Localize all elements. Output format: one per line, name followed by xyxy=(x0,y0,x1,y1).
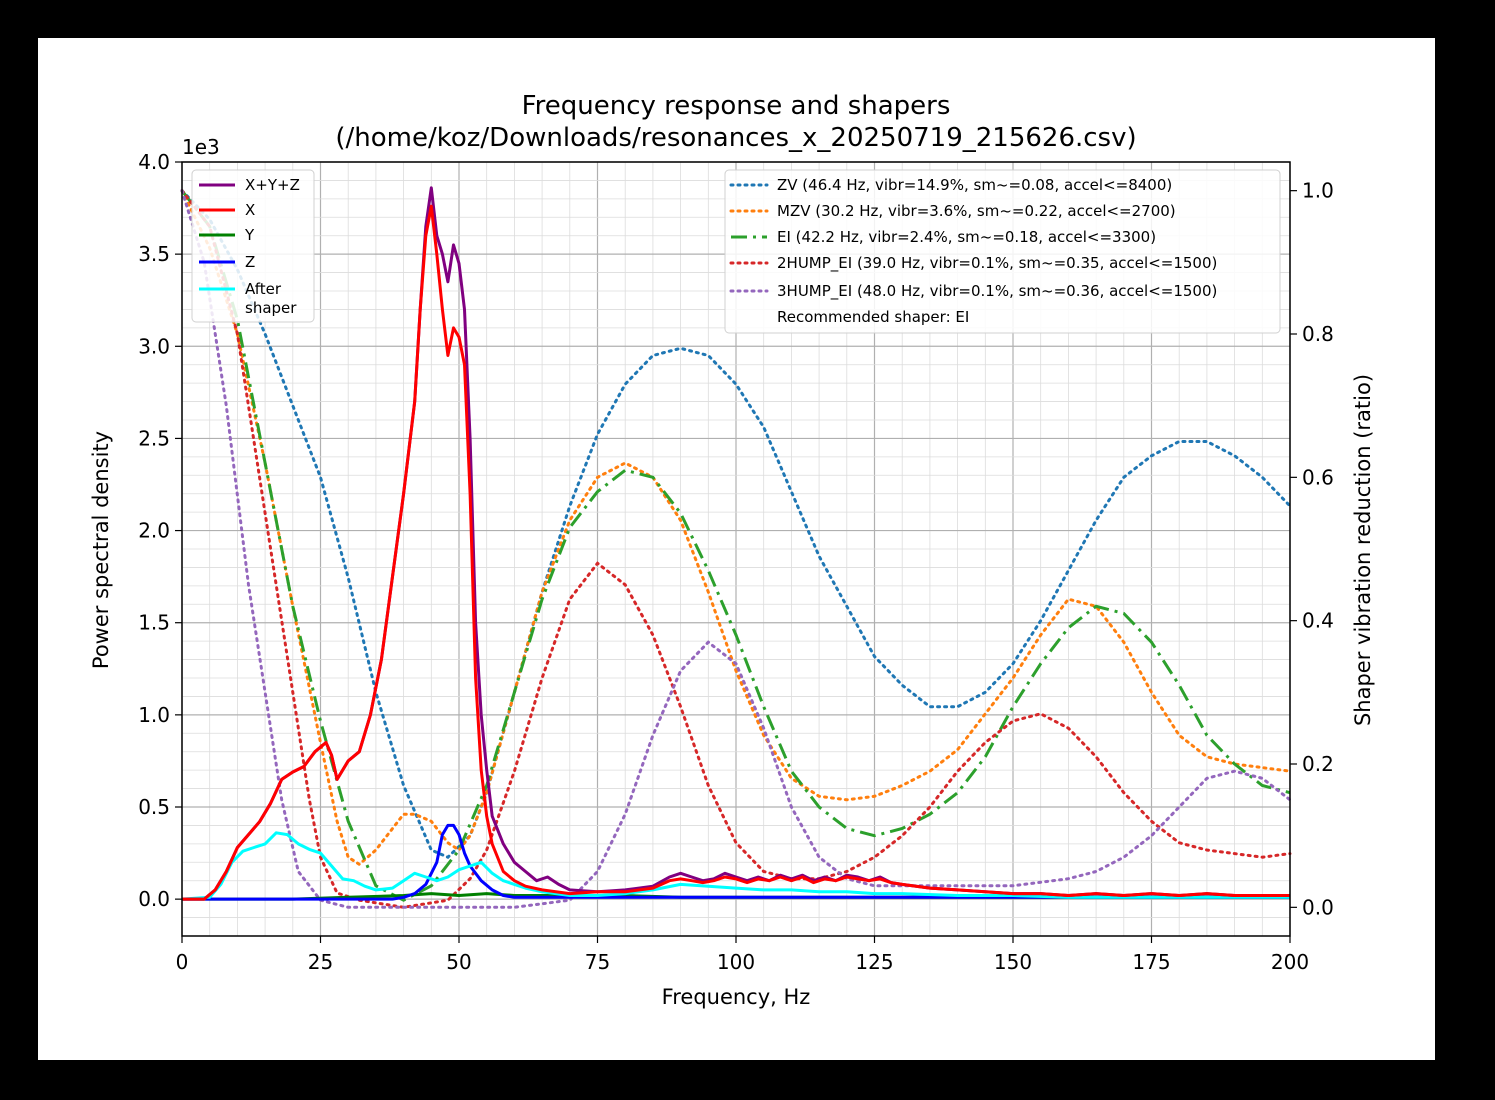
x-tick-label: 0 xyxy=(176,950,189,974)
legend-shaper-label: EI (42.2 Hz, vibr=2.4%, sm~=0.18, accel<… xyxy=(777,228,1156,246)
y-right-tick-label: 0.4 xyxy=(1302,609,1334,633)
legend-psd-label: X+Y+Z xyxy=(245,176,300,194)
x-axis-label: Frequency, Hz xyxy=(662,985,811,1009)
legend-psd-label: After shaper xyxy=(245,280,297,317)
shaper-curve-3 xyxy=(180,189,1292,909)
legend-psd-label-line: Y xyxy=(244,226,255,244)
y-left-tick-label: 2.0 xyxy=(138,519,170,543)
x-tick-label: 25 xyxy=(308,950,333,974)
y-left-tick-label: 4.0 xyxy=(138,150,170,174)
recommended-shaper-text: Recommended shaper: EI xyxy=(777,308,969,326)
y-right-tick-label: 1.0 xyxy=(1302,179,1334,203)
legend-psd-label: Z xyxy=(245,253,255,271)
legend-psd-box xyxy=(191,169,315,323)
legend-shaper-box xyxy=(724,169,1281,334)
y-right-tick-label: 0.8 xyxy=(1302,322,1334,346)
psd-curve-1 xyxy=(182,204,1290,901)
legend-psd-label-line: After xyxy=(245,280,282,298)
y-right-axis-label: Shaper vibration reduction (ratio) xyxy=(1351,374,1375,726)
tick-labels: 0 25 50 75 100 125 150 175 200 0.0 0.5 1.0 1.5 2.0 2.5… xyxy=(138,150,1334,974)
legend-psd-label-line: X xyxy=(245,201,255,219)
x-tick-label: 125 xyxy=(855,950,893,974)
y-left-tick-label: 2.5 xyxy=(138,426,170,450)
shaper-curve-4 xyxy=(180,189,1292,909)
y-left-tick-label: 3.0 xyxy=(138,334,170,358)
x-tick-label: 150 xyxy=(994,950,1032,974)
x-tick-label: 100 xyxy=(717,950,755,974)
y-left-tick-label: 3.5 xyxy=(138,242,170,266)
y-left-tick-label: 1.0 xyxy=(138,703,170,727)
shaper-curve-1 xyxy=(180,189,1292,867)
shaper-curve-2 xyxy=(180,189,1291,902)
y-left-tick-label: 0.0 xyxy=(138,887,170,911)
y-left-tick-label: 1.5 xyxy=(138,611,170,635)
legend-shaper-label: 2HUMP_EI (39.0 Hz, vibr=0.1%, sm~=0.35, … xyxy=(777,254,1217,273)
legend-psd-label-line: shaper xyxy=(245,299,297,317)
y-right-tick-label: 0.2 xyxy=(1302,752,1334,776)
legend-psd-label: Y xyxy=(244,226,255,244)
x-tick-label: 200 xyxy=(1271,950,1309,974)
y-right-tick-label: 0.6 xyxy=(1302,465,1334,489)
shaper-curve-0 xyxy=(180,189,1292,859)
y-left-tick-label: 0.5 xyxy=(138,795,170,819)
psd-curves xyxy=(181,186,1290,901)
chart-title-line2: (/home/koz/Downloads/resonances_x_202507… xyxy=(335,123,1136,153)
shaper-curves xyxy=(180,189,1292,909)
legend-shaper-label: MZV (30.2 Hz, vibr=3.6%, sm~=0.22, accel… xyxy=(777,202,1176,220)
x-tick-label: 175 xyxy=(1132,950,1170,974)
x-tick-label: 50 xyxy=(446,950,471,974)
y-left-axis-label: Power spectral density xyxy=(89,431,113,669)
legend-psd: X+Y+Z XYZ After shaper xyxy=(191,169,315,323)
psd-curve-4 xyxy=(181,831,1290,901)
legend-psd-label: X xyxy=(245,201,255,219)
legend-psd-label-line: Z xyxy=(245,253,255,271)
chart-title-line1: Frequency response and shapers xyxy=(522,91,951,121)
y-right-tick-label: 0.0 xyxy=(1302,895,1334,919)
x-tick-label: 75 xyxy=(585,950,610,974)
psd-curve-3 xyxy=(182,823,1290,901)
legend-shaper-label: 3HUMP_EI (48.0 Hz, vibr=0.1%, sm~=0.36, … xyxy=(777,282,1217,301)
legend-shapers: ZV (46.4 Hz, vibr=14.9%, sm~=0.08, accel… xyxy=(724,169,1281,334)
y-left-offset-text: 1e3 xyxy=(182,135,220,159)
legend-shaper-label: ZV (46.4 Hz, vibr=14.9%, sm~=0.08, accel… xyxy=(777,176,1172,194)
legend-psd-label-line: X+Y+Z xyxy=(245,176,300,194)
